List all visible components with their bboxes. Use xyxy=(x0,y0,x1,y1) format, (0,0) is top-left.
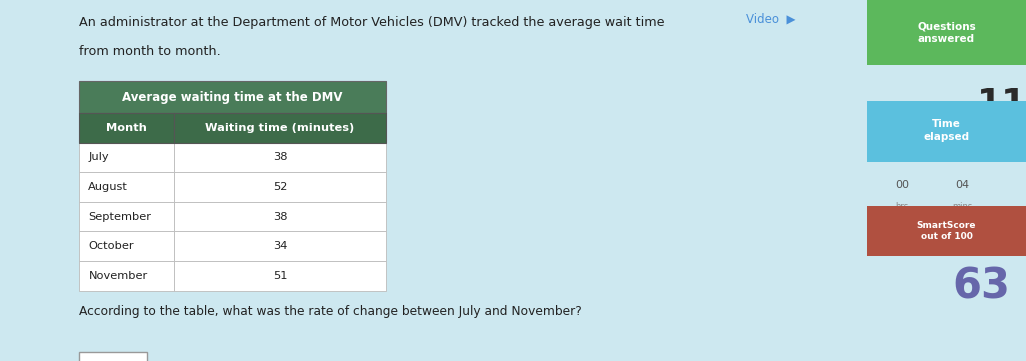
FancyBboxPatch shape xyxy=(174,231,386,261)
Text: 63: 63 xyxy=(952,265,1011,307)
Text: 04: 04 xyxy=(955,180,970,191)
Text: July: July xyxy=(88,152,109,162)
Text: 00: 00 xyxy=(895,180,909,191)
Text: Average waiting time at the DMV: Average waiting time at the DMV xyxy=(122,91,343,104)
Text: 38: 38 xyxy=(273,212,287,222)
FancyBboxPatch shape xyxy=(79,261,174,291)
Text: 52: 52 xyxy=(273,182,287,192)
FancyBboxPatch shape xyxy=(174,143,386,172)
Text: 34: 34 xyxy=(273,241,287,251)
Text: Time
elapsed: Time elapsed xyxy=(923,119,970,142)
FancyBboxPatch shape xyxy=(79,81,386,113)
Text: hrs: hrs xyxy=(896,202,909,211)
Text: Month: Month xyxy=(106,123,147,133)
FancyBboxPatch shape xyxy=(174,113,386,143)
Text: 38: 38 xyxy=(273,152,287,162)
Text: Waiting time (minutes): Waiting time (minutes) xyxy=(205,123,355,133)
Text: August: August xyxy=(88,182,128,192)
Text: 11: 11 xyxy=(977,87,1026,121)
Text: November: November xyxy=(88,271,148,281)
FancyBboxPatch shape xyxy=(867,0,1026,65)
Text: mins: mins xyxy=(952,202,973,211)
FancyBboxPatch shape xyxy=(79,231,174,261)
Text: Video  ▶: Video ▶ xyxy=(746,13,795,26)
FancyBboxPatch shape xyxy=(79,172,174,202)
Text: Questions
answered: Questions answered xyxy=(917,21,976,44)
Text: According to the table, what was the rate of change between July and November?: According to the table, what was the rat… xyxy=(79,305,582,318)
Text: 51: 51 xyxy=(273,271,287,281)
FancyBboxPatch shape xyxy=(867,206,1026,256)
Text: from month to month.: from month to month. xyxy=(79,45,221,58)
FancyBboxPatch shape xyxy=(174,202,386,231)
FancyBboxPatch shape xyxy=(79,143,174,172)
Text: SmartScore
out of 100: SmartScore out of 100 xyxy=(917,221,976,241)
Text: October: October xyxy=(88,241,134,251)
Text: September: September xyxy=(88,212,152,222)
Text: An administrator at the Department of Motor Vehicles (DMV) tracked the average w: An administrator at the Department of Mo… xyxy=(79,16,664,29)
FancyBboxPatch shape xyxy=(867,101,1026,162)
FancyBboxPatch shape xyxy=(79,202,174,231)
FancyBboxPatch shape xyxy=(174,261,386,291)
FancyBboxPatch shape xyxy=(79,352,148,361)
FancyBboxPatch shape xyxy=(174,172,386,202)
FancyBboxPatch shape xyxy=(79,113,174,143)
